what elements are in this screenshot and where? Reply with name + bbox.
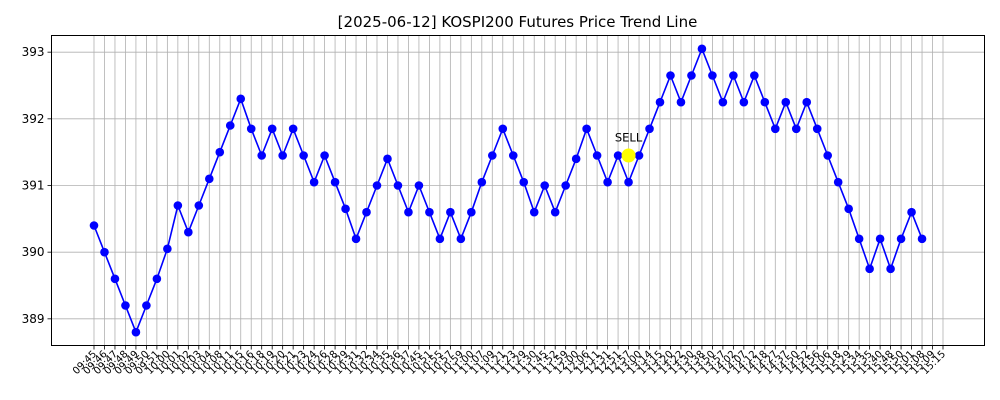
data-point [550,207,560,217]
data-point [215,147,225,157]
data-point [833,177,843,187]
data-point [624,177,633,187]
data-point [204,174,214,184]
data-point [163,244,172,254]
data-point [750,71,759,80]
data-point [467,207,476,217]
data-point [875,234,885,244]
data-point [666,71,675,80]
data-point [142,301,151,310]
data-point [634,151,644,160]
data-point [498,124,508,134]
sell-marker [621,148,636,163]
data-point [184,227,193,237]
data-point [844,204,853,214]
data-point [351,234,361,244]
data-point [529,207,539,217]
data-point [886,264,895,274]
data-point [687,71,696,80]
data-point [278,151,287,160]
data-point [540,181,550,190]
data-point [414,181,424,190]
data-point [603,177,612,187]
data-point [110,274,120,284]
data-point [676,97,686,107]
data-point [152,274,162,284]
data-point [823,151,833,160]
plot-frame [51,35,985,346]
data-point [802,97,812,107]
data-point [592,151,602,160]
data-point [236,94,246,104]
data-point [508,151,518,160]
data-point [393,181,403,190]
data-point [121,301,130,310]
y-tick-label: 389 [22,312,45,326]
data-point [718,97,728,107]
data-point [613,151,623,160]
data-point [383,154,392,164]
grid [51,35,985,346]
data-point [89,221,99,230]
annotations: SELL [615,131,643,163]
data-point [708,71,717,80]
data-point [173,201,183,210]
data-point [372,181,382,190]
data-point [267,124,277,134]
data-point [645,124,654,134]
y-tick-label: 390 [22,245,45,259]
data-point [655,97,665,107]
data-point [770,124,780,134]
data-point [446,207,455,217]
data-point [299,151,308,160]
data-points [89,44,927,337]
data-point [487,151,497,160]
data-point [477,177,487,187]
data-point [257,151,267,160]
data-point [781,97,791,107]
data-point [309,177,319,187]
series-line [93,46,923,335]
data-point [812,124,822,134]
data-point [435,234,445,244]
y-tick-label: 392 [22,112,45,126]
data-point [729,71,738,80]
data-point [341,204,350,214]
data-point [100,247,109,257]
data-point [330,177,340,187]
data-point [288,124,298,134]
data-point [917,234,927,244]
data-point [791,124,801,134]
data-point [225,121,235,130]
data-point [561,181,570,190]
y-axis: 389 390 391 392 393 [22,45,52,326]
data-point [697,44,707,54]
data-point [854,234,864,244]
series-line-layer [93,46,923,335]
y-tick-label: 391 [22,179,45,193]
data-point [760,97,770,107]
data-point [404,207,413,217]
data-point [907,207,916,217]
sell-label: SELL [615,131,643,145]
data-point [519,177,529,187]
chart-title: [2025-06-12] KOSPI200 Futures Price Tren… [338,13,698,31]
x-axis: 09:4509:4609:4709:4809:4909:5009:5110:00… [71,345,948,377]
data-point [362,207,371,217]
data-point [131,327,141,337]
data-point [865,264,874,274]
data-point [194,201,204,210]
data-point [456,234,466,244]
data-point [246,124,256,134]
data-point [425,207,434,217]
y-tick-label: 393 [22,45,45,59]
data-point [320,151,329,160]
data-point [896,234,906,244]
data-point [739,97,749,107]
data-point [582,124,591,134]
data-point [571,154,581,164]
